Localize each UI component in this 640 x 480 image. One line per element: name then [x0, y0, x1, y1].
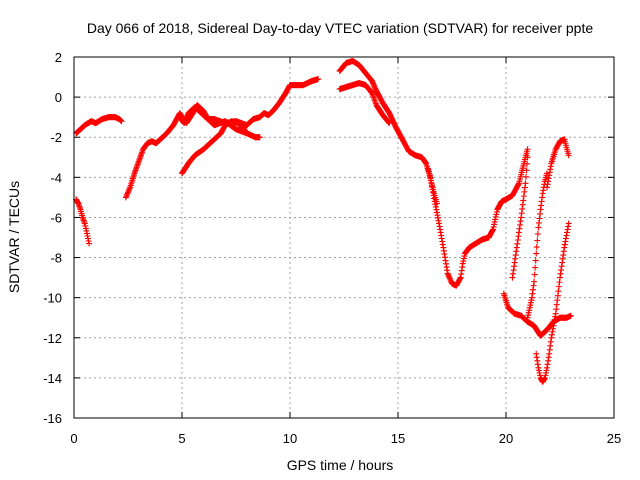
x-tick-label: 10: [283, 431, 297, 446]
data-point: [315, 76, 322, 83]
y-tick-label: -8: [50, 251, 62, 266]
data-point: [533, 250, 540, 257]
y-tick-label: -10: [43, 291, 62, 306]
data-point: [86, 240, 93, 247]
data-point: [565, 152, 572, 159]
gridlines: [74, 57, 614, 418]
data-point: [433, 200, 440, 207]
series-7: [336, 80, 393, 127]
data-point: [256, 134, 263, 141]
data-point: [243, 130, 250, 137]
y-tick-label: -2: [50, 130, 62, 145]
y-tick-label: -12: [43, 331, 62, 346]
x-tick-label: 0: [70, 431, 77, 446]
series-12: [533, 220, 572, 385]
data-point: [523, 167, 530, 174]
data-point: [386, 120, 393, 127]
series-5: [179, 118, 250, 177]
data-point: [524, 154, 531, 161]
y-tick-label: 0: [55, 90, 62, 105]
series-6: [336, 58, 531, 289]
x-tick-label: 25: [607, 431, 621, 446]
x-axis-title: GPS time / hours: [287, 457, 394, 473]
data-point: [534, 237, 541, 244]
series-13: [544, 136, 572, 191]
series-3: [122, 76, 322, 201]
data-point: [522, 173, 529, 180]
axis-ticks: 0 5 10 15 20 25 -16 -14 -12 -10 -8 -6 -4 -2 0 2: [43, 50, 621, 446]
x-tick-label: 15: [391, 431, 405, 446]
y-axis-title: SDTVAR / TECUs: [6, 181, 22, 293]
series-10: [509, 154, 531, 281]
data-point: [531, 278, 538, 285]
plot-frame: [73, 56, 615, 419]
y-tick-label: -14: [43, 371, 62, 386]
x-tick-label: 20: [499, 431, 513, 446]
series-2: [73, 196, 93, 247]
series-9: [500, 290, 574, 339]
data-point: [532, 264, 539, 271]
data-point: [118, 118, 125, 125]
data-point: [533, 244, 540, 251]
y-tick-label: -6: [50, 210, 62, 225]
y-tick-label: 2: [55, 50, 62, 65]
data-point: [531, 271, 538, 278]
data-point: [532, 257, 539, 264]
data-point: [565, 220, 572, 227]
data-points: [73, 58, 574, 385]
series-8: [425, 166, 440, 207]
chart-title: Day 066 of 2018, Sidereal Day-to-day VTE…: [87, 20, 594, 36]
data-point: [567, 312, 574, 319]
y-tick-label: -16: [43, 411, 62, 426]
series-11: [524, 170, 551, 321]
x-tick-label: 5: [178, 431, 185, 446]
series-1: [73, 114, 125, 137]
data-point: [522, 180, 529, 187]
data-point: [524, 146, 531, 153]
data-point: [534, 230, 541, 237]
data-point: [524, 160, 531, 167]
y-tick-label: -4: [50, 170, 62, 185]
